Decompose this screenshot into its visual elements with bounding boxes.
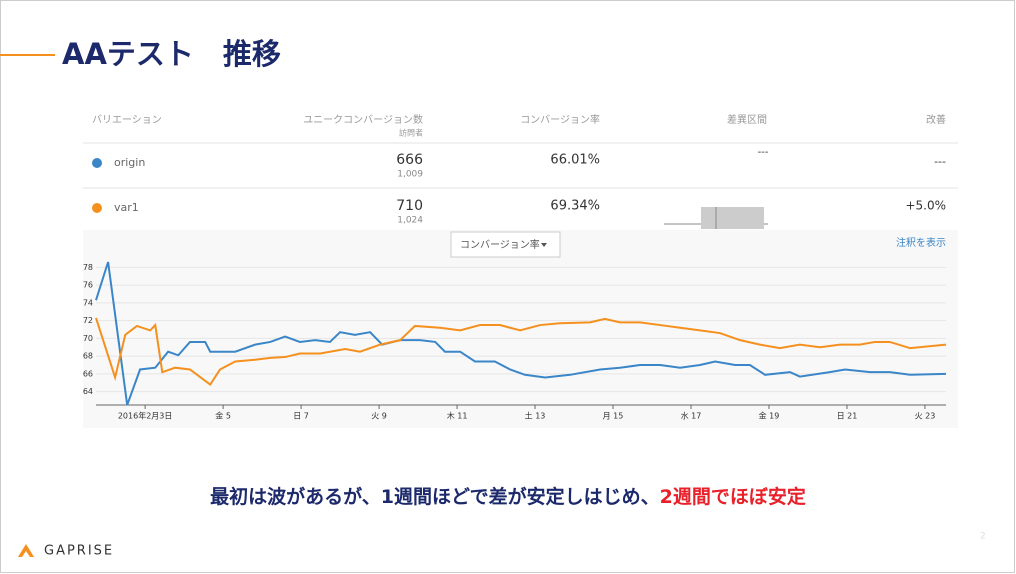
y-tick-label: 74 xyxy=(83,298,93,307)
legend-dot xyxy=(92,158,102,168)
dropdown-caret xyxy=(541,243,547,247)
y-tick-label: 68 xyxy=(83,352,93,361)
cell: --- xyxy=(758,147,769,158)
y-tick-label: 76 xyxy=(83,281,93,290)
chart-bg xyxy=(83,230,958,428)
cell: 710 xyxy=(396,198,423,214)
y-tick-label: 64 xyxy=(83,387,93,396)
caption-text: 最初は波があるが、1週間ほどで差が安定しはじめ、 xyxy=(210,485,659,508)
cell: 1,024 xyxy=(397,216,423,226)
x-tick-label: 木 11 xyxy=(447,411,468,421)
logo-mark xyxy=(18,544,34,557)
x-tick-label: 日 21 xyxy=(837,412,858,421)
cell: 66.01% xyxy=(550,153,600,168)
cell: +5.0% xyxy=(905,199,946,213)
cell: 69.34% xyxy=(550,199,600,214)
dropdown[interactable] xyxy=(450,231,561,258)
x-tick-label: 日 7 xyxy=(293,412,309,421)
y-tick-label: 72 xyxy=(83,316,93,325)
row-label: var1 xyxy=(114,201,139,214)
page-number: 2 xyxy=(980,532,986,542)
y-tick-label: 66 xyxy=(83,369,93,378)
series-line xyxy=(95,317,947,387)
legend-dot xyxy=(92,203,102,213)
cell: 666 xyxy=(396,152,423,168)
x-tick-label: 水 17 xyxy=(681,411,702,421)
dropdown-label: コンバージョン率 xyxy=(460,238,540,251)
annotation-link[interactable]: 注釈を表示 xyxy=(896,236,946,249)
y-tick-label: 78 xyxy=(83,263,93,272)
x-tick-label: 金 19 xyxy=(759,411,780,421)
x-tick-label: 土 13 xyxy=(525,411,546,421)
x-tick-label: 火 9 xyxy=(371,412,387,421)
cell: --- xyxy=(934,155,946,168)
header-sub: 訪問者 xyxy=(399,128,423,138)
x-tick-label: 火 23 xyxy=(915,412,936,421)
series-line xyxy=(95,261,947,406)
x-tick-label: 2016年2月3日 xyxy=(118,411,173,421)
interval-box xyxy=(701,207,764,229)
header: ユニークコンバージョン数 xyxy=(303,113,423,126)
caption-highlight: 2週間でほぼ安定 xyxy=(660,485,806,508)
title: AAテスト 推移 xyxy=(62,37,281,71)
caption: 最初は波があるが、1週間ほどで差が安定しはじめ、2週間でほぼ安定 xyxy=(210,485,806,508)
logo: GAPRISE xyxy=(44,544,114,559)
header: コンバージョン率 xyxy=(520,113,600,126)
y-tick-label: 70 xyxy=(83,334,93,343)
header: 改善 xyxy=(926,113,946,126)
x-tick-label: 月 15 xyxy=(603,412,624,421)
row-label: origin xyxy=(114,156,145,169)
header: 差異区間 xyxy=(727,113,767,126)
header: バリエーション xyxy=(92,114,162,126)
cell: 1,009 xyxy=(397,170,423,180)
x-tick-label: 金 5 xyxy=(215,411,231,421)
